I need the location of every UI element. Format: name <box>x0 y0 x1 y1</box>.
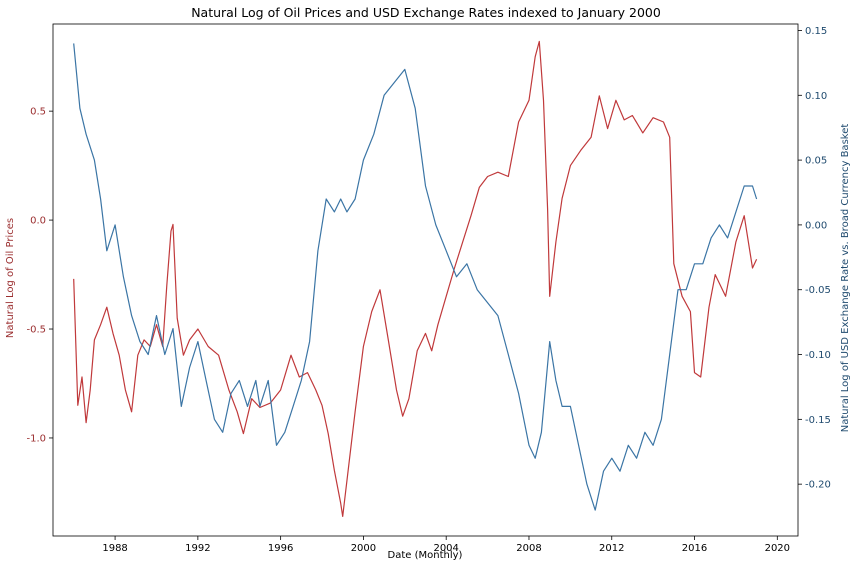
right-y-tick-label: -0.20 <box>805 480 831 491</box>
x-tick-label: 2016 <box>682 543 707 554</box>
series-line-oil <box>73 40 758 518</box>
left-y-tick-label: 0.0 <box>30 216 46 227</box>
x-tick-label: 2012 <box>599 543 624 554</box>
series-lines <box>73 40 758 518</box>
x-tick-label: 1988 <box>102 543 127 554</box>
x-tick-label: 1996 <box>268 543 293 554</box>
right-y-tick-label: -0.05 <box>805 285 831 296</box>
x-tick-label: 2004 <box>433 543 458 554</box>
right-y-tick-label: -0.10 <box>805 350 831 361</box>
x-tick-label: 1992 <box>185 543 210 554</box>
plot-frame <box>52 23 799 537</box>
x-axis-label: Date (Monthly) <box>388 550 463 561</box>
right-y-tick-label: 0.05 <box>805 156 827 167</box>
x-axis-ticks: 1988 1992 1996 2000 2004 2008 2012 2016 2020 <box>102 536 790 554</box>
left-y-axis-ticks: -1.0 -0.5 0.0 0.5 <box>26 107 53 444</box>
left-y-tick-label: -0.5 <box>26 325 46 336</box>
x-tick-label: 2000 <box>351 543 376 554</box>
right-y-axis-ticks: -0.20 -0.15 -0.10 -0.05 0.00 0.05 0.10 0.15 <box>798 26 831 491</box>
series-line-usd <box>73 43 758 511</box>
chart-title: Natural Log of Oil Prices and USD Exchan… <box>191 5 661 20</box>
right-y-tick-label: 0.10 <box>805 91 827 102</box>
right-y-tick-label: 0.15 <box>805 26 827 37</box>
left-y-axis-label: Natural Log of Oil Prices <box>5 218 16 338</box>
x-tick-label: 2020 <box>765 543 790 554</box>
right-y-tick-label: -0.15 <box>805 415 831 426</box>
left-y-tick-label: 0.5 <box>30 107 46 118</box>
x-tick-label: 2008 <box>516 543 541 554</box>
left-y-tick-label: -1.0 <box>26 433 46 444</box>
right-y-axis-label: Natural Log of USD Exchange Rate vs. Bro… <box>840 124 851 433</box>
right-y-tick-label: 0.00 <box>805 220 827 231</box>
